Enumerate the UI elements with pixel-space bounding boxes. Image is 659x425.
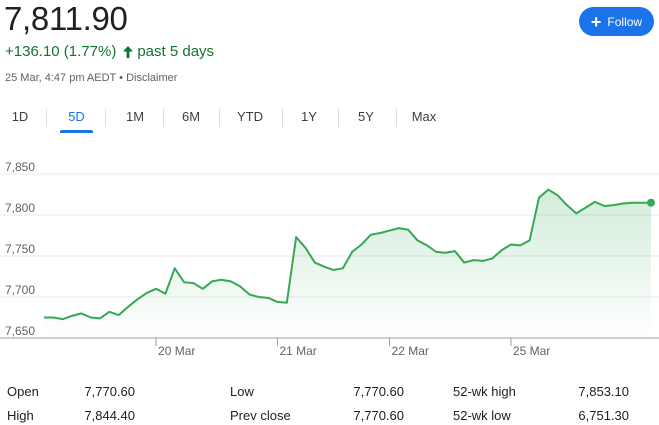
follow-button[interactable]: + Follow [579, 7, 654, 36]
y-tick-label: 7,800 [5, 201, 35, 215]
stat-open-value: 7,770.60 [84, 384, 135, 399]
tab-divider [219, 109, 220, 127]
chart-area-fill [44, 189, 651, 338]
y-tick-label: 7,750 [5, 242, 35, 256]
range-tabs: 1D 5D 1M 6M YTD 1Y 5Y Max [0, 105, 659, 133]
stat-low-value: 7,770.60 [353, 384, 404, 399]
y-tick-label: 7,700 [5, 283, 35, 297]
stat-high-label: High [7, 408, 34, 423]
tab-5d[interactable]: 5D [60, 105, 93, 133]
timestamp: 25 Mar, 4:47 pm AEDT [5, 72, 117, 84]
arrow-up-icon [123, 46, 134, 58]
tab-divider [338, 109, 339, 127]
latest-price-dot [647, 198, 655, 207]
x-tick-label: 21 Mar [279, 344, 316, 358]
tab-1d[interactable]: 1D [11, 109, 29, 124]
stat-open-label: Open [7, 384, 39, 399]
plus-icon: + [590, 11, 602, 32]
price-change-row: +136.10 (1.77%) past 5 days [5, 42, 214, 62]
price-line [44, 188, 651, 321]
x-tick-label: 20 Mar [158, 344, 195, 358]
tab-divider [105, 109, 106, 127]
y-tick-label: 7,850 [5, 160, 35, 174]
tab-1m[interactable]: 1M [125, 109, 145, 124]
tab-1y[interactable]: 1Y [301, 109, 317, 124]
disclaimer-link[interactable]: Disclaimer [126, 72, 178, 84]
stat-52wk-high-value: 7,853.10 [578, 384, 629, 399]
x-axis-ticks [155, 338, 512, 346]
tab-divider [163, 109, 164, 127]
stat-52wk-low-label: 52-wk low [453, 408, 511, 423]
stat-52wk-low-value: 6,751.30 [578, 408, 629, 423]
price-change: +136.10 (1.77%) [5, 43, 117, 60]
follow-button-label: Follow [607, 14, 643, 29]
price-chart[interactable]: 7,850 7,800 7,750 7,700 7,650 20 Mar 21 Mar 22… [0, 150, 659, 365]
stat-52wk-high-label: 52-wk high [453, 384, 516, 399]
stat-high-value: 7,844.40 [84, 408, 135, 423]
key-stats: Open 7,770.60 High 7,844.40 Low 7,770.60… [0, 380, 659, 425]
x-axis: 20 Mar 21 Mar 22 Mar 25 Mar [158, 344, 550, 358]
timestamp-line: 25 Mar, 4:47 pm AEDT • Disclaimer [5, 71, 177, 85]
stat-low-label: Low [230, 384, 254, 399]
tab-5y[interactable]: 5Y [358, 109, 374, 124]
tab-6m[interactable]: 6M [181, 109, 201, 124]
stat-prev-close-value: 7,770.60 [353, 408, 404, 423]
tab-divider [46, 109, 47, 127]
change-period: past 5 days [137, 43, 215, 60]
tab-divider [282, 109, 283, 127]
tab-divider [396, 109, 397, 127]
meta-separator: • [119, 72, 123, 84]
y-axis: 7,850 7,800 7,750 7,700 7,650 [5, 160, 35, 338]
stat-prev-close-label: Prev close [230, 408, 291, 423]
current-price: 7,811.90 [4, 0, 128, 37]
x-tick-label: 25 Mar [513, 344, 550, 358]
x-tick-label: 22 Mar [392, 344, 429, 358]
tab-ytd[interactable]: YTD [237, 109, 263, 124]
tab-max[interactable]: Max [411, 109, 437, 124]
y-tick-label: 7,650 [5, 324, 35, 338]
